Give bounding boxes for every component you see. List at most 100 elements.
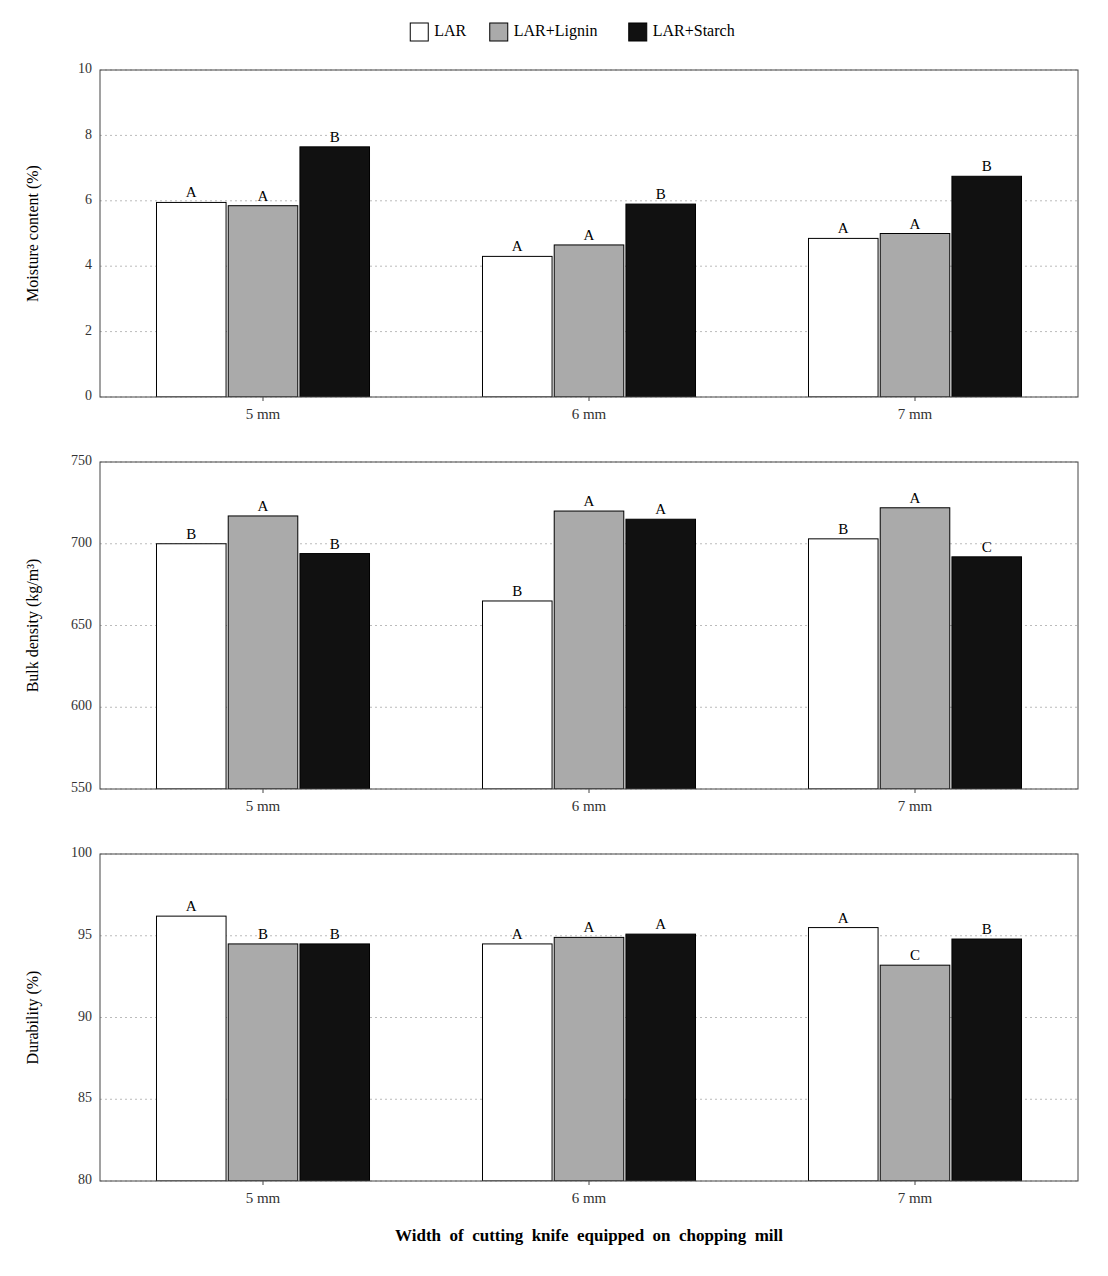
y-tick-label: 80: [78, 1172, 92, 1187]
y-tick-label: 600: [71, 698, 92, 713]
bar: [228, 516, 298, 789]
bar-annotation: B: [330, 129, 340, 145]
y-tick-label: 2: [85, 323, 92, 338]
bar-annotations: B B B A A A B A C: [186, 490, 991, 599]
y-tick-label: 700: [71, 535, 92, 550]
bar: [482, 256, 552, 397]
bar-annotation: A: [186, 898, 197, 914]
x-tick: [263, 1181, 264, 1185]
bar-annotation: B: [512, 583, 522, 599]
bar-annotation: B: [982, 158, 992, 174]
bar-annotation: A: [584, 919, 595, 935]
legend-label: LAR+Starch: [653, 22, 735, 39]
y-axis-label: Moisture content (%): [24, 165, 42, 302]
bar: [554, 511, 624, 789]
bar: [808, 238, 878, 397]
bar-annotation: A: [258, 498, 269, 514]
bar: [808, 928, 878, 1181]
bar-annotation: A: [910, 490, 921, 506]
y-tick-label: 100: [71, 845, 92, 860]
y-tick-label: 750: [71, 453, 92, 468]
bar: [952, 557, 1022, 789]
bar: [554, 937, 624, 1181]
bar: [952, 939, 1022, 1181]
grid-line: [100, 935, 1078, 936]
y-tick-label: 8: [85, 127, 92, 142]
x-tick-label: 7 mm: [898, 1190, 933, 1206]
bar-annotation: B: [186, 526, 196, 542]
bar-annotation: A: [655, 501, 666, 517]
bar: [156, 202, 226, 397]
bar-annotation: A: [910, 216, 921, 232]
plot-background: [100, 462, 1078, 789]
bar: [156, 544, 226, 789]
bar-annotations: A A A B A C B A B: [186, 898, 992, 963]
bar-annotation: A: [512, 926, 523, 942]
plot-frame: [100, 854, 1078, 1181]
y-tick-label: 550: [71, 780, 92, 795]
bar: [554, 245, 624, 397]
plot-frame: [100, 70, 1078, 397]
y-tick-label: 6: [85, 192, 92, 207]
bar-annotation: C: [910, 947, 920, 963]
bar: [808, 539, 878, 789]
x-tick-label: 7 mm: [898, 798, 933, 814]
x-tick-label: 7 mm: [898, 406, 933, 422]
bar-annotation: A: [655, 916, 666, 932]
y-tick-label: 90: [78, 1009, 92, 1024]
x-tick-label: 6 mm: [572, 406, 607, 422]
x-tick: [915, 397, 916, 401]
x-tick-label: 6 mm: [572, 1190, 607, 1206]
bar: [228, 944, 298, 1181]
bar: [300, 944, 370, 1181]
bar: [880, 965, 950, 1181]
bar: [156, 916, 226, 1181]
plot-background: [100, 70, 1078, 397]
legend-swatch: [490, 23, 508, 41]
bar: [300, 147, 370, 397]
legend: LARLAR+LigninLAR+Starch: [410, 22, 734, 41]
bar: [880, 508, 950, 789]
bar-annotation: C: [982, 539, 992, 555]
bar-annotations: AAAAAABBB: [186, 129, 992, 255]
bar: [482, 601, 552, 789]
x-tick: [263, 789, 264, 793]
bar-annotation: A: [838, 220, 849, 236]
y-tick-label: 85: [78, 1090, 92, 1105]
bar-annotation: B: [656, 186, 666, 202]
y-tick-label: 650: [71, 617, 92, 632]
bar-annotation: B: [330, 926, 340, 942]
y-tick-label: 10: [78, 61, 92, 76]
x-tick: [589, 789, 590, 793]
bar-annotation: B: [330, 536, 340, 552]
bar-annotation: B: [982, 921, 992, 937]
bar-annotation: B: [838, 521, 848, 537]
x-tick-label: 6 mm: [572, 798, 607, 814]
bar: [880, 234, 950, 398]
bar-annotation: A: [838, 910, 849, 926]
grid-line: [100, 135, 1078, 136]
bar: [482, 944, 552, 1181]
y-axis-label: Bulk density (kg/m³): [24, 559, 42, 693]
bar: [626, 204, 696, 397]
bars: [156, 916, 1021, 1181]
panel: 80859095100AAABACBAB5 mm6 mm7 mmDurabili…: [24, 845, 1078, 1245]
bar: [626, 519, 696, 789]
bar: [626, 934, 696, 1181]
bar-annotation: A: [186, 184, 197, 200]
y-tick-label: 95: [78, 927, 92, 942]
x-tick-label: 5 mm: [246, 1190, 281, 1206]
panel: 0246810AAAAAABBB5 mm6 mm7 mmMoisture con…: [24, 22, 1078, 422]
x-tick: [915, 789, 916, 793]
bar-annotation: A: [258, 188, 269, 204]
grid-line: [100, 200, 1078, 201]
bar-annotation: B: [258, 926, 268, 942]
bar-annotation: A: [584, 493, 595, 509]
x-axis-label: Width of cutting knife equipped on chopp…: [395, 1226, 783, 1245]
x-tick: [263, 397, 264, 401]
panel: 550600650700750BBBAAABAC5 mm6 mm7 mmBulk…: [24, 453, 1078, 814]
bar: [228, 206, 298, 397]
bar-annotation: A: [512, 238, 523, 254]
y-tick-label: 4: [85, 257, 92, 272]
figure: 0246810AAAAAABBB5 mm6 mm7 mmMoisture con…: [0, 0, 1108, 1276]
